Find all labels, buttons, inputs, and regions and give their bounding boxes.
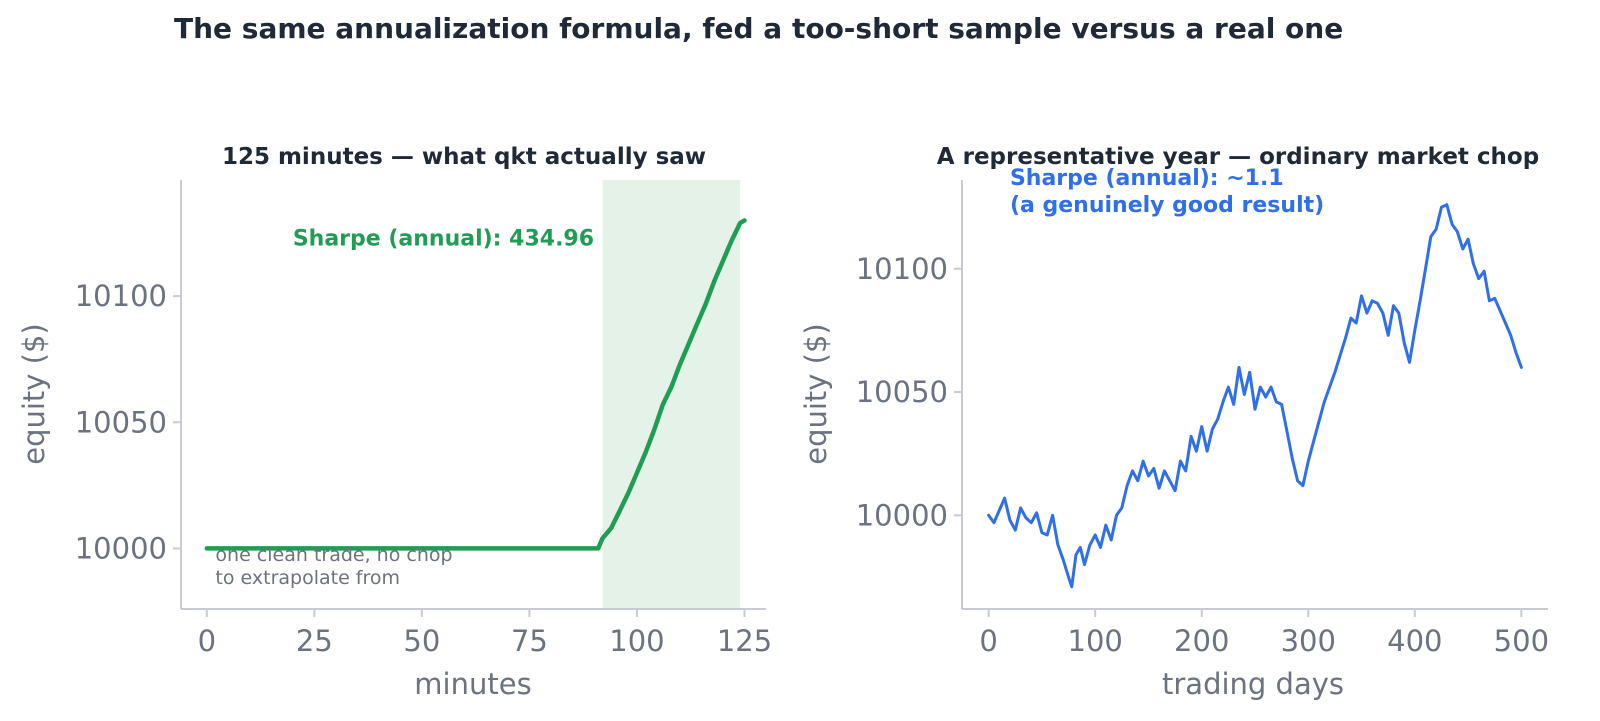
left-note-line-1: one clean trade, no chop — [215, 544, 452, 566]
right-sharpe-annotation: Sharpe (annual): ~1.1 — [1010, 166, 1284, 191]
y-tick-label: 10000 — [856, 498, 948, 532]
x-tick-label: 300 — [1281, 624, 1336, 658]
x-tick-label: 500 — [1494, 624, 1549, 658]
x-tick-label: 100 — [609, 624, 664, 658]
left-y-ticks: 10000 10050 10100 — [75, 279, 181, 565]
right-chart-title: A representative year — ordinary market … — [937, 144, 1539, 170]
left-x-axis-label: minutes — [414, 667, 531, 701]
figure-title: The same annualization formula, fed a to… — [174, 12, 1344, 45]
left-sharpe-annotation: Sharpe (annual): 434.96 — [293, 227, 594, 252]
y-tick-label: 10100 — [856, 252, 948, 286]
right-y-axis-label: equity ($) — [799, 323, 833, 465]
right-x-axis-label: trading days — [1162, 667, 1344, 701]
y-tick-label: 10000 — [75, 531, 167, 565]
x-tick-label: 0 — [979, 624, 997, 658]
y-tick-label: 10100 — [75, 279, 167, 313]
right-chart-panel: A representative year — ordinary market … — [799, 144, 1549, 701]
right-equity-line — [987, 203, 1523, 589]
x-tick-label: 200 — [1174, 624, 1229, 658]
x-tick-label: 125 — [717, 624, 772, 658]
x-tick-label: 50 — [403, 624, 440, 658]
x-tick-label: 400 — [1387, 624, 1442, 658]
right-sharpe-annotation-note: (a genuinely good result) — [1010, 193, 1324, 218]
x-tick-label: 75 — [511, 624, 548, 658]
left-y-axis-label: equity ($) — [17, 323, 51, 465]
x-tick-label: 25 — [296, 624, 333, 658]
left-note-line-2: to extrapolate from — [215, 567, 400, 589]
left-equity-line — [204, 218, 747, 551]
left-x-ticks: 0 25 50 75 100 125 — [198, 609, 772, 658]
left-chart-panel: 125 minutes — what qkt actually saw 1000… — [17, 144, 772, 701]
x-tick-label: 100 — [1068, 624, 1123, 658]
right-x-ticks: 0 100 200 300 400 500 — [979, 609, 1549, 658]
right-y-ticks: 10000 10050 10100 — [856, 252, 962, 532]
left-shaded-region — [602, 180, 741, 609]
left-chart-title: 125 minutes — what qkt actually saw — [222, 144, 706, 170]
y-tick-label: 10050 — [856, 375, 948, 409]
x-tick-label: 0 — [198, 624, 216, 658]
y-tick-label: 10050 — [75, 405, 167, 439]
